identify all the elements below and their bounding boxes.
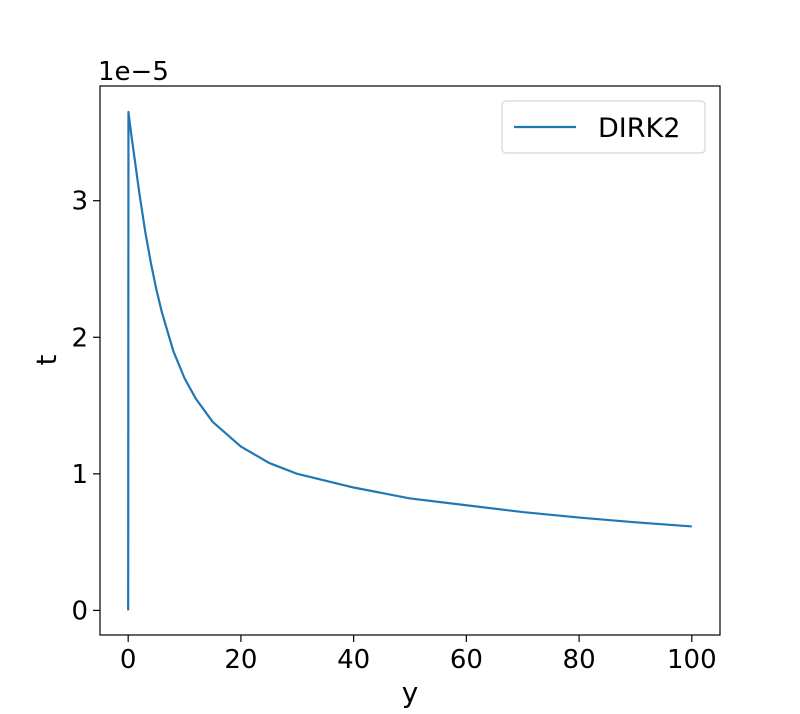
y-axis-offset-label: 1e−5 <box>98 57 169 87</box>
x-axis-ticks: 0 20 40 60 80 100 <box>120 635 717 675</box>
y-axis-ticks: 0 1 2 3 <box>71 187 100 626</box>
legend-label-dirk2: DIRK2 <box>598 113 680 144</box>
plot-frame <box>99 85 721 636</box>
x-tick-label: 0 <box>120 645 137 675</box>
x-axis-label: y <box>402 676 419 709</box>
x-tick-label: 100 <box>667 645 717 675</box>
series-line-dirk2 <box>127 110 692 611</box>
x-tick-label: 40 <box>337 645 370 675</box>
y-tick-label: 3 <box>71 187 88 217</box>
y-tick-label: 0 <box>71 596 88 626</box>
x-tick-label: 80 <box>563 645 596 675</box>
legend-box <box>501 100 706 154</box>
legend: DIRK2 <box>501 100 706 154</box>
y-tick-label: 1 <box>71 460 88 490</box>
x-tick-label: 60 <box>450 645 483 675</box>
series-layer <box>127 110 692 611</box>
y-axis-label: t <box>30 354 63 365</box>
x-tick-label: 20 <box>224 645 257 675</box>
y-tick-label: 2 <box>71 323 88 353</box>
